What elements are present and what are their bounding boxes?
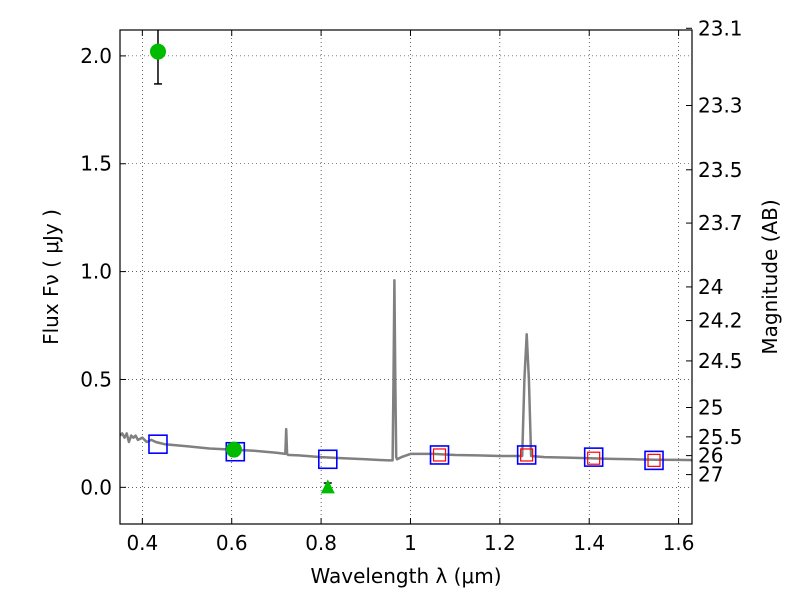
model-photometry-marker	[516, 445, 537, 465]
plot-series	[120, 30, 692, 494]
y-tick-label: 0.0	[80, 475, 112, 499]
right-tick-label: 24.5	[698, 349, 743, 373]
model-photometry-marker	[317, 449, 338, 470]
grid	[120, 30, 692, 524]
y-tick-label: 1.0	[80, 260, 112, 284]
x-tick-label: 1.6	[663, 531, 695, 555]
y-tick-label: 1.5	[80, 152, 112, 176]
observed-photometry-marker	[587, 451, 601, 465]
right-tick-label: 25.5	[698, 425, 743, 449]
right-tick-label: 25	[698, 396, 723, 420]
model-photometry-marker	[429, 445, 450, 465]
x-tick-label: 0.6	[216, 531, 248, 555]
right-tick-label: 24.2	[698, 309, 743, 333]
x-tick-label: 1.2	[484, 531, 516, 555]
x-tick-label: 0.8	[305, 531, 337, 555]
detection-marker	[225, 441, 242, 458]
right-tick-label: 23.5	[698, 158, 743, 182]
right-axis-label: Magnitude (AB)	[758, 199, 782, 354]
model-photometry-marker	[148, 434, 168, 454]
plot-frame	[119, 29, 693, 525]
x-axis-label: Wavelength λ (μm)	[310, 564, 501, 588]
x-tick-label: 0.4	[126, 531, 158, 555]
y-tick-label: 0.5	[80, 367, 112, 391]
y-tick-label: 2.0	[80, 44, 112, 68]
right-tick-label: 27	[698, 463, 723, 487]
model-photometry-marker	[644, 450, 664, 471]
x-tick-label: 1	[404, 531, 417, 555]
right-tick-label: 26	[698, 444, 723, 468]
right-tick-label: 23.1	[698, 16, 743, 40]
upper-limit-marker	[320, 479, 335, 494]
x-tick-label: 1.4	[573, 531, 605, 555]
detection-marker	[149, 43, 166, 60]
observed-photometry-marker	[520, 448, 534, 462]
axis-ticks: 0.4 0.6 0.8 1 1.2 1.4 1.6 0.0 0.5 1.0 1.5 2.0 23.1 23…	[80, 16, 742, 555]
right-tick-label: 23.3	[698, 94, 743, 118]
observed-photometry-marker	[432, 448, 447, 462]
spectrum-line	[120, 278, 692, 462]
observed-photometry-marker	[647, 453, 661, 467]
right-tick-label: 23.7	[698, 211, 743, 235]
model-photometry-marker	[583, 447, 604, 467]
y-axis-label: Flux Fν ( μJy )	[39, 209, 63, 345]
right-tick-label: 24	[698, 275, 723, 299]
